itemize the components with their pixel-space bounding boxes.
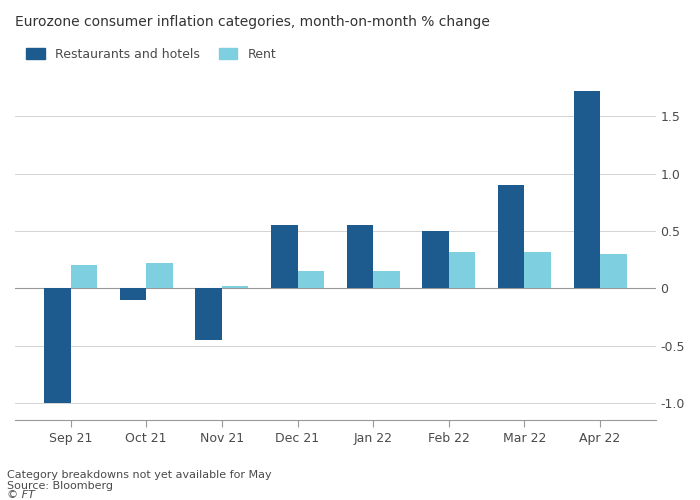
Bar	[449, 252, 475, 288]
Bar	[71, 266, 97, 288]
Bar	[524, 252, 551, 288]
Bar	[298, 271, 324, 288]
Bar	[498, 185, 524, 288]
Text: © FT: © FT	[7, 490, 35, 500]
Bar	[271, 226, 298, 288]
Text: Eurozone consumer inflation categories, month-on-month % change: Eurozone consumer inflation categories, …	[15, 15, 490, 29]
Bar	[600, 254, 626, 288]
Bar	[222, 286, 248, 288]
Bar	[146, 263, 173, 288]
Text: Category breakdowns not yet available for May: Category breakdowns not yet available fo…	[7, 470, 272, 480]
Bar	[120, 288, 146, 300]
Bar	[422, 231, 449, 288]
Bar	[346, 226, 373, 288]
Bar	[44, 288, 71, 403]
Bar	[573, 92, 600, 288]
Text: Source: Bloomberg: Source: Bloomberg	[7, 481, 113, 491]
Bar	[373, 271, 400, 288]
Legend: Restaurants and hotels, Rent: Restaurants and hotels, Rent	[21, 42, 281, 66]
Bar	[195, 288, 222, 340]
